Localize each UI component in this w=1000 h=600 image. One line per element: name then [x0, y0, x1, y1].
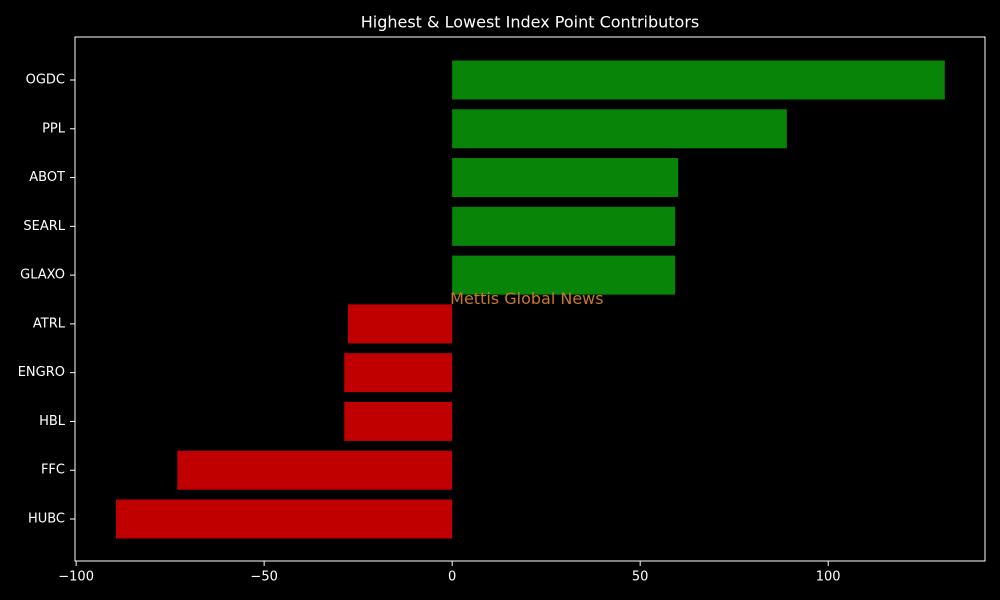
- x-tick-label: 0: [448, 570, 456, 585]
- bar: [177, 450, 453, 490]
- bar: [452, 60, 945, 100]
- bar: [115, 499, 453, 539]
- y-tick-label: GLAXO: [20, 268, 65, 283]
- y-tick-label: ABOT: [29, 170, 65, 185]
- bar: [452, 158, 679, 198]
- bar: [452, 206, 676, 246]
- x-tick-label: −100: [58, 570, 94, 585]
- y-tick-label: PPL: [42, 121, 66, 136]
- y-tick-label: FFC: [41, 463, 65, 478]
- bar: [348, 304, 453, 344]
- bar: [344, 353, 453, 393]
- y-tick-label: SEARL: [23, 219, 65, 234]
- bar: [344, 401, 453, 441]
- chart-title: Highest & Lowest Index Point Contributor…: [361, 13, 700, 32]
- bar: [452, 109, 787, 149]
- y-tick-label: ENGRO: [18, 365, 65, 380]
- watermark: Mettis Global News: [450, 289, 603, 308]
- x-tick-label: 50: [632, 570, 649, 585]
- bar: [452, 255, 676, 295]
- y-tick-label: ATRL: [33, 316, 66, 331]
- y-tick-label: HBL: [39, 414, 66, 429]
- x-tick-label: −50: [250, 570, 277, 585]
- y-tick-label: HUBC: [28, 512, 65, 527]
- plot-frame: [74, 36, 986, 562]
- y-tick-label: OGDC: [26, 73, 65, 88]
- x-tick-label: 100: [816, 570, 841, 585]
